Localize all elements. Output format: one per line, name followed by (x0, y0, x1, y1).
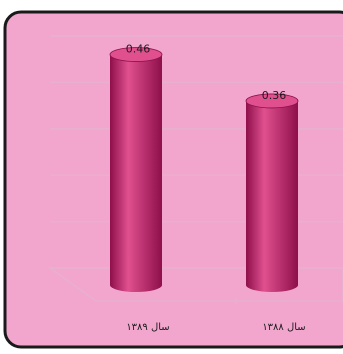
bars (109, 47, 299, 293)
bar (246, 100, 298, 293)
bar-top (109, 47, 163, 62)
value-label: 0.36 (262, 89, 287, 102)
value-labels: 0.46 0.36 (126, 43, 287, 102)
value-label: 0.46 (126, 43, 151, 56)
category-label: سال ۱۳۸۹ (126, 322, 169, 333)
floor-outline (47, 267, 343, 302)
bar (110, 54, 162, 293)
category-axis: سال ۱۳۸۹ سال ۱۳۸۸ (126, 298, 306, 333)
bar-top (245, 93, 299, 109)
chart-floor (47, 267, 343, 302)
category-label: سال ۱۳۸۸ (262, 322, 305, 333)
